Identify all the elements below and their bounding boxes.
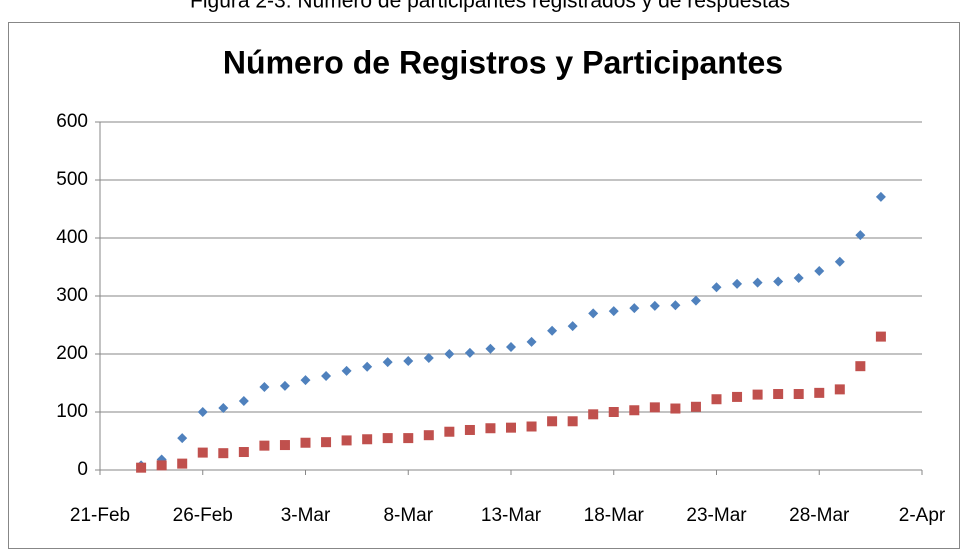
point [608,306,619,317]
point [793,273,804,284]
point [238,447,249,458]
point [814,387,825,398]
point [773,389,784,400]
point [649,300,660,311]
point [156,460,167,471]
y-tick-label: 100 [56,401,88,422]
point [793,389,804,400]
point [423,353,434,364]
point [300,375,311,386]
point [403,433,414,444]
point [588,308,599,319]
x-tick-label: 3-Mar [281,505,331,526]
point [423,430,434,441]
x-tick-label: 2-Apr [899,505,946,526]
point [670,403,681,414]
point [218,402,229,413]
point [506,342,516,353]
point [506,422,516,433]
point [238,395,249,406]
point [136,462,147,473]
point [834,256,845,267]
point [732,278,743,289]
point [773,276,784,287]
point [444,349,455,359]
point [567,416,578,427]
point [855,361,866,372]
point [341,365,352,376]
point [279,440,290,451]
x-tick-label: 26-Feb [173,505,233,526]
y-tick-label: 300 [56,285,88,306]
point [690,295,701,306]
point [177,458,188,469]
x-tick-label: 23-Mar [686,505,747,526]
point [259,382,270,393]
point [279,380,290,391]
y-tick-label: 0 [77,459,88,480]
point [197,407,208,417]
y-tick-label: 200 [56,343,88,364]
point [690,401,701,412]
chart-title: Número de Registros y Participantes [223,44,783,80]
x-tick-label: 13-Mar [481,505,542,526]
point [485,423,496,434]
point [629,405,640,416]
point [197,447,208,458]
point [464,424,475,435]
point [711,394,722,405]
point [814,266,825,277]
point [321,437,332,448]
point [382,357,393,368]
point [649,402,660,413]
y-tick-label: 400 [56,227,88,248]
point [588,409,599,420]
point [875,331,886,342]
point [855,230,866,241]
point [608,407,619,417]
point [485,343,496,354]
x-tick-label: 21-Feb [70,505,130,526]
caption: Figura 2-3: Número de participantes regi… [190,0,790,13]
chart-frame [8,22,960,549]
point [362,361,373,372]
point [834,384,845,395]
point [218,448,229,459]
point [362,434,373,445]
point [259,440,270,451]
point [875,191,886,202]
point [711,282,722,293]
y-tick-label: 600 [56,111,88,132]
point [300,437,311,448]
point [567,321,578,332]
point [341,435,352,446]
point [732,391,743,402]
point [403,355,414,366]
point [752,389,763,400]
point [177,433,188,444]
point [547,325,558,336]
point [547,416,558,427]
y-tick-label: 500 [56,169,88,190]
point [526,421,537,432]
point [526,336,537,347]
x-tick-label: 18-Mar [584,505,645,526]
point [670,300,681,311]
point [382,433,393,444]
point [444,426,455,437]
x-tick-label: 8-Mar [383,505,433,526]
point [752,277,763,288]
point [321,371,332,382]
point [464,347,475,358]
x-tick-label: 28-Mar [789,505,850,526]
point [629,303,640,314]
